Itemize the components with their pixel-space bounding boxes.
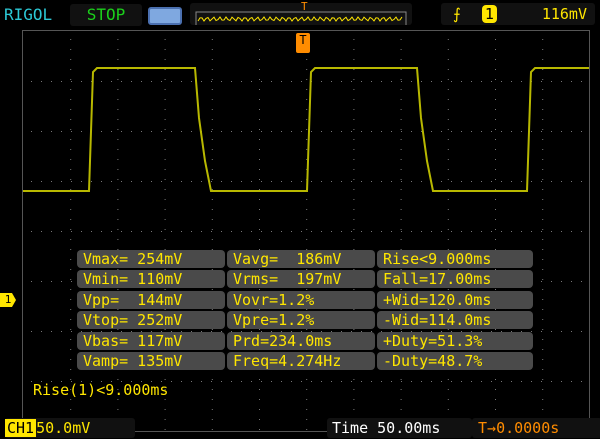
rising-edge-icon: ⨍ — [453, 5, 461, 23]
measurement-cell: Prd=234.0ms — [227, 331, 375, 350]
run-state[interactable]: STOP — [70, 4, 142, 26]
measurement-cell: -Wid=114.0ms — [377, 311, 533, 330]
measurement-cell: -Duty=48.7% — [377, 352, 533, 370]
measurement-cell: +Wid=120.0ms — [377, 290, 533, 309]
measurement-cell: Vmin= 110mV — [77, 270, 225, 289]
volts-div: 50.0mV — [36, 419, 91, 437]
channel-scale[interactable]: CH1 50.0mV — [5, 418, 135, 438]
measurement-cell: Vrms= 197mV — [227, 270, 375, 289]
trigger-offset-icon: T→ — [478, 419, 497, 437]
measurement-cell: Vbas= 117mV — [77, 331, 225, 350]
measurement-cell: Vtop= 252mV — [77, 311, 225, 330]
timebase[interactable]: Time 50.00ms — [327, 418, 472, 438]
trigger-channel: 1 — [481, 5, 497, 23]
measurement-cell: Freq=4.274Hz — [227, 352, 375, 370]
measurement-cell: Rise<9.000ms — [377, 250, 533, 268]
measurement-cell: Vmax= 254mV — [77, 250, 225, 268]
measurement-cell: Vovr=1.2% — [227, 290, 375, 309]
memory-overview — [190, 3, 412, 27]
measurement-cell: Vpp= 144mV — [77, 290, 225, 309]
trigger-level: 116mV — [541, 5, 587, 23]
graticule — [23, 39, 589, 430]
status-line: Rise(1)<9.000ms — [33, 381, 169, 399]
measurement-cell: Vavg= 186mV — [227, 250, 375, 268]
trigger-position-marker: T — [301, 0, 308, 13]
channel-label: CH1 — [5, 419, 37, 437]
trigger-offset-value: 0.0000s — [496, 419, 560, 437]
measurement-cell: Vamp= 135mV — [77, 352, 225, 370]
battery-icon — [148, 7, 182, 25]
trigger-info[interactable]: ⨍ 1 116mV — [441, 3, 595, 25]
trigger-offset[interactable]: T→0.0000s — [472, 418, 600, 438]
brand-logo: RIGOL — [4, 5, 53, 24]
ch1-trace — [23, 67, 589, 192]
channel-1-marker[interactable]: 1 — [0, 293, 16, 307]
waveform-display[interactable] — [22, 30, 590, 432]
trigger-time-marker: T — [296, 33, 310, 53]
measurement-cell: Vpre=1.2% — [227, 311, 375, 330]
measurement-cell: Fall=17.00ms — [377, 270, 533, 289]
measurement-cell: +Duty=51.3% — [377, 331, 533, 350]
